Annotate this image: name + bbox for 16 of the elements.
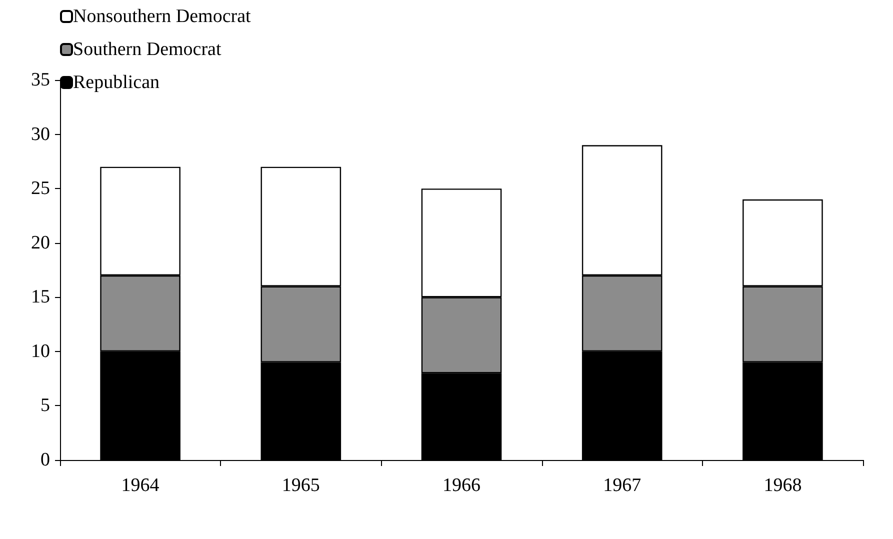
x-tick-label: 1968 bbox=[764, 475, 802, 496]
legend-label: Nonsouthern Democrat bbox=[73, 6, 252, 27]
y-tick-label: 5 bbox=[40, 395, 50, 416]
y-tick-label: 15 bbox=[31, 286, 50, 308]
x-tick-label: 1966 bbox=[442, 475, 480, 496]
x-tick-label: 1967 bbox=[603, 475, 642, 496]
y-tick-label: 0 bbox=[40, 450, 50, 470]
x-tick-label: 1964 bbox=[121, 475, 160, 496]
x-tick-label: 1965 bbox=[282, 475, 320, 496]
y-tick-label: 35 bbox=[31, 70, 50, 90]
y-tick-label: 10 bbox=[31, 340, 50, 362]
legend-label: Southern Democrat bbox=[73, 39, 222, 60]
y-tick-label: 20 bbox=[31, 232, 50, 254]
y-tick-label: 30 bbox=[31, 124, 50, 145]
y-tick-label: 25 bbox=[31, 178, 50, 200]
legend-label: Republican bbox=[73, 72, 160, 93]
